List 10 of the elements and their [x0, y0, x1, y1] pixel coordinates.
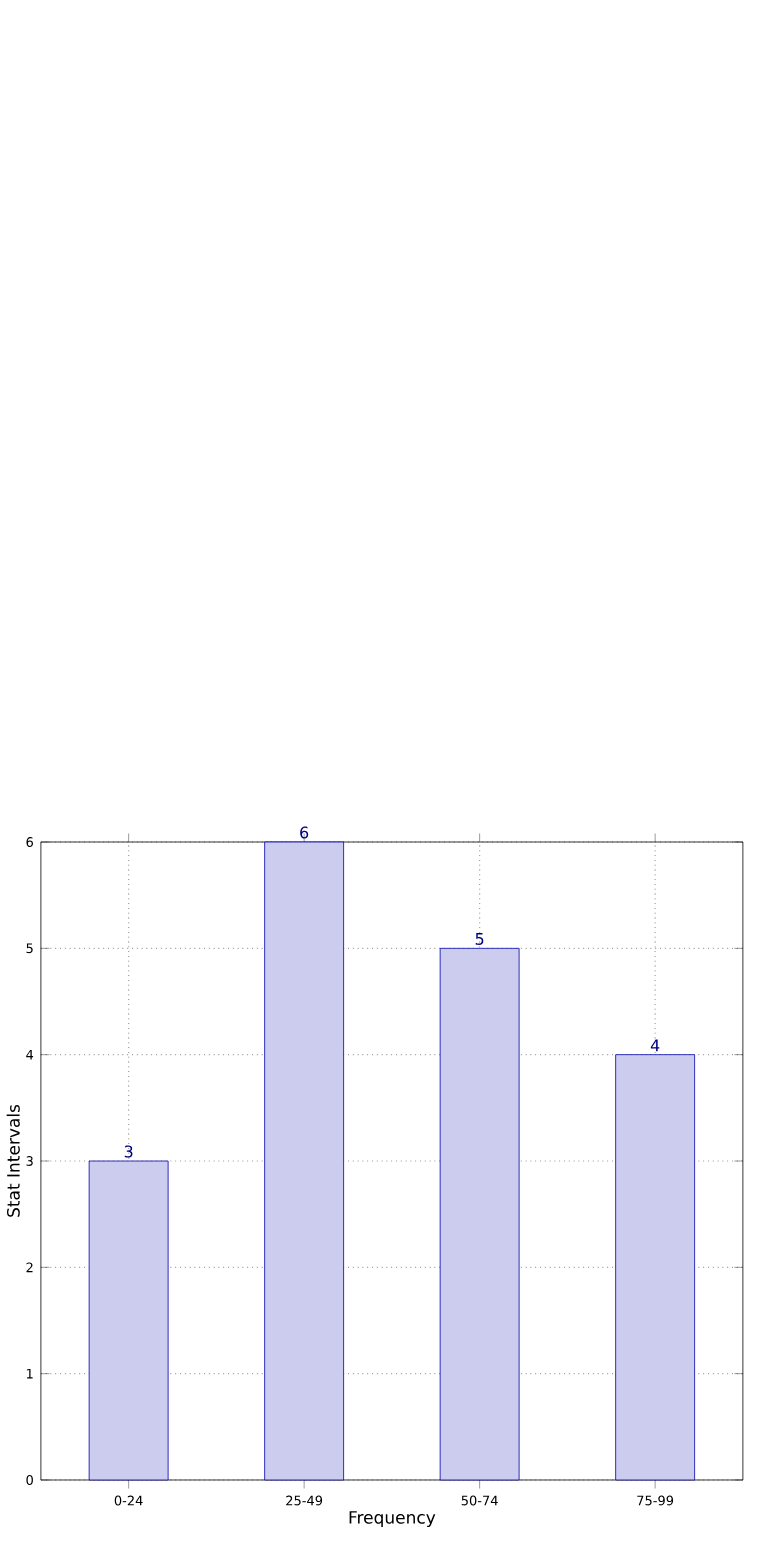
- x-axis-title: Frequency: [349, 1511, 435, 1528]
- data-label: 4: [650, 1039, 659, 1052]
- data-label: 5: [475, 933, 483, 945]
- bar: [439, 947, 520, 1481]
- data-label: 3: [124, 1145, 133, 1158]
- bar: [88, 1160, 169, 1481]
- bar: [263, 841, 344, 1481]
- data-label: 6: [299, 826, 308, 839]
- y-axis-title: Stat Intervals: [6, 1104, 20, 1217]
- bar: [614, 1054, 695, 1481]
